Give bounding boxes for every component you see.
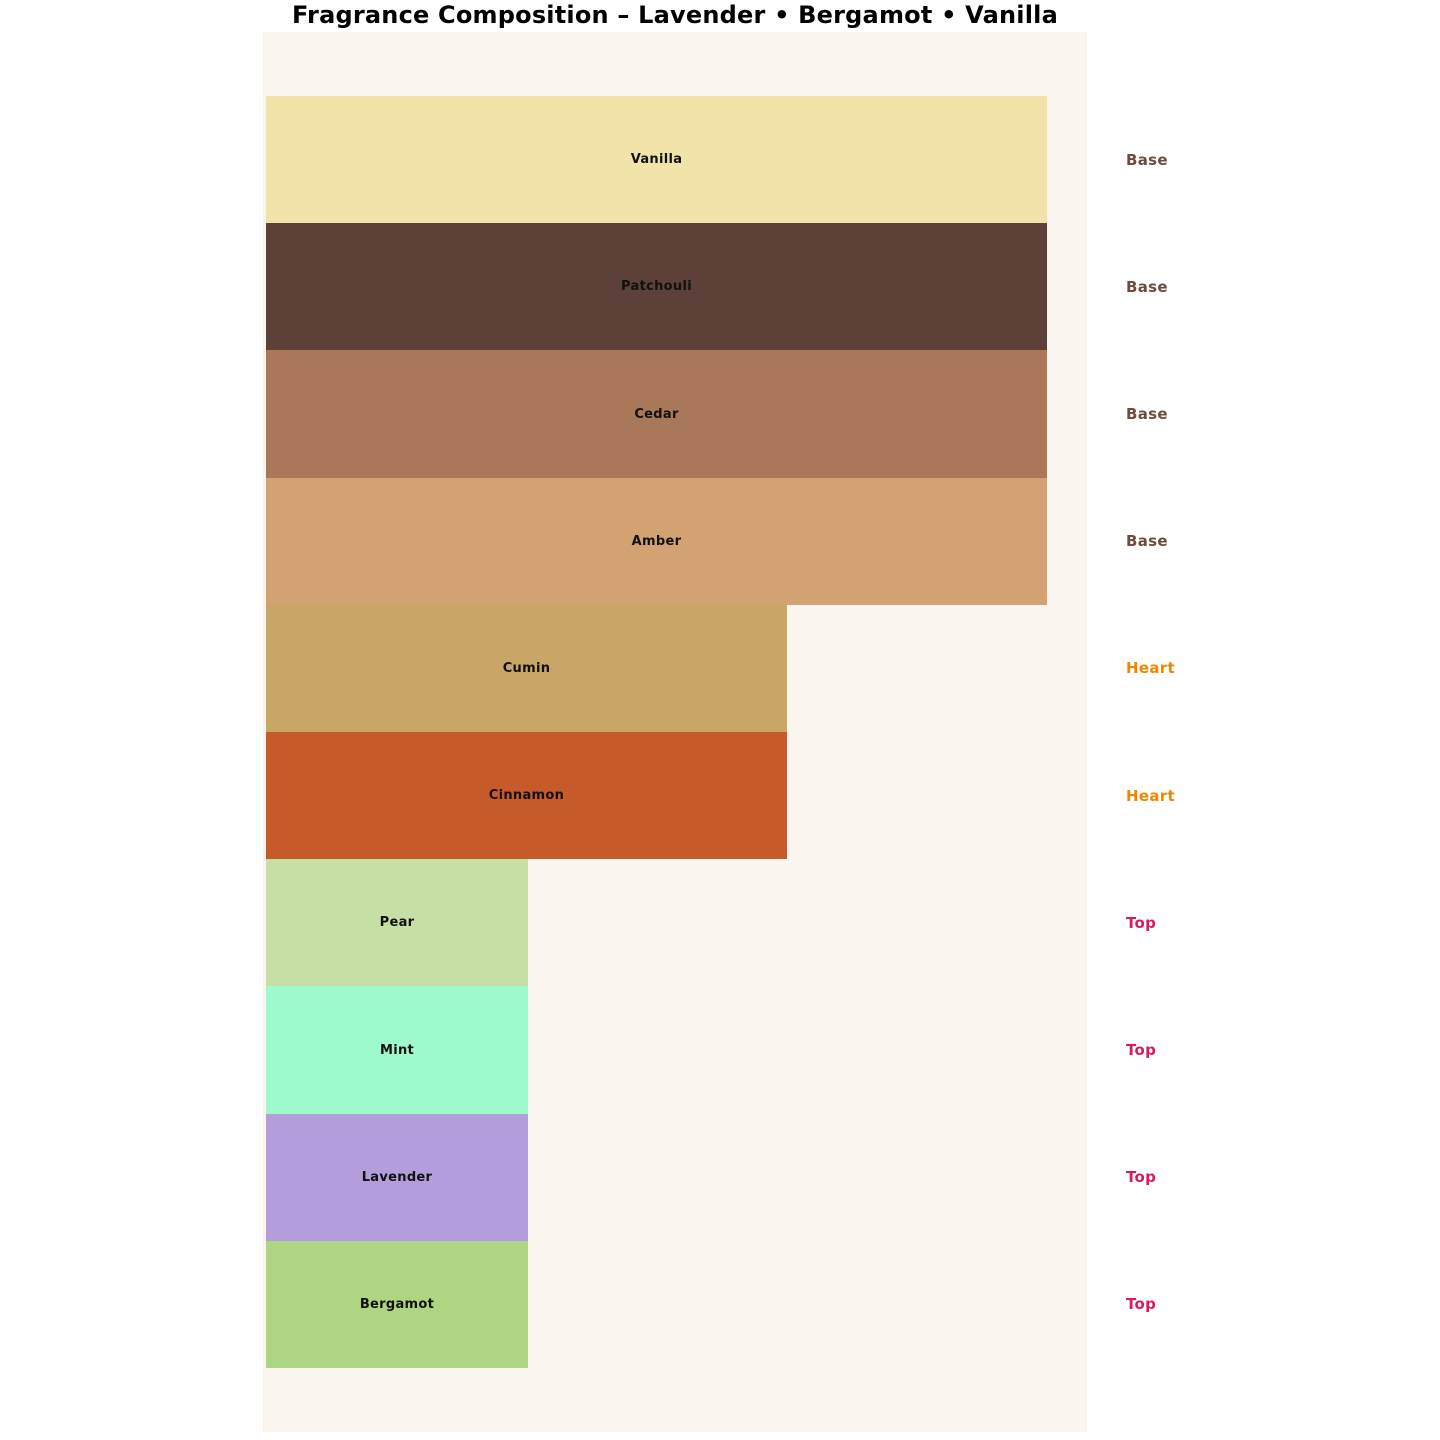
chart-title: Fragrance Composition – Lavender • Berga… (292, 1, 1058, 29)
bars-layer: Vanilla Patchouli Cedar Amber Cumin Cinnamon P… (266, 96, 1087, 1368)
bar-lavender: Lavender (266, 1114, 528, 1241)
bar-label: Cedar (634, 406, 679, 422)
bar-label: Bergamot (359, 1297, 435, 1312)
note-type-labels-layer: Base Base Base Base Heart Heart Top Top Top Top (1126, 96, 1246, 1368)
note-type-label-top: Top (1126, 1168, 1157, 1186)
bar-patchouli: Patchouli (266, 223, 1047, 350)
note-type-label-top: Top (1126, 914, 1157, 932)
bar-label: Mint (379, 1042, 415, 1058)
bar-label: Amber (631, 534, 682, 549)
bar-pear: Pear (266, 859, 528, 986)
note-type-label-heart: Heart (1126, 787, 1175, 805)
bar-label: Cinnamon (488, 788, 565, 803)
note-type-label-heart: Heart (1126, 659, 1175, 677)
note-type-label-top: Top (1126, 1041, 1157, 1059)
bar-mint: Mint (266, 986, 528, 1114)
note-type-label-base: Base (1126, 405, 1168, 423)
bar-amber: Amber (266, 478, 1047, 605)
bar-bergamot: Bergamot (266, 1241, 528, 1368)
bar-cumin: Cumin (266, 605, 787, 732)
bar-label: Lavender (361, 1170, 433, 1185)
note-type-label-base: Base (1126, 532, 1168, 550)
bar-label: Vanilla (630, 152, 683, 167)
bar-vanilla: Vanilla (266, 96, 1047, 223)
note-type-label-base: Base (1126, 278, 1168, 296)
note-type-label-base: Base (1126, 151, 1168, 169)
bar-cinnamon: Cinnamon (266, 732, 787, 859)
bar-label: Pear (379, 915, 415, 930)
note-type-label-top: Top (1126, 1295, 1157, 1313)
bar-label: Patchouli (621, 279, 692, 294)
bar-cedar: Cedar (266, 350, 1047, 478)
bar-label: Cumin (502, 661, 551, 676)
